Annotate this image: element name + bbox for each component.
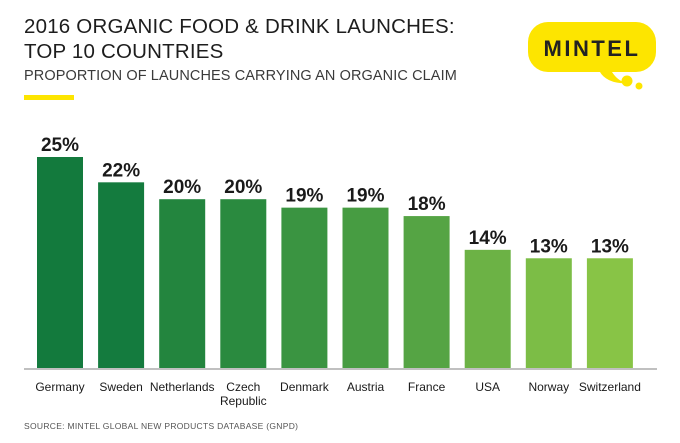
category-label-line: Netherlands <box>150 380 215 394</box>
bar-7 <box>464 249 511 368</box>
category-label-6: France <box>408 380 446 394</box>
category-label-5: Austria <box>347 380 385 394</box>
chart-title-line-2: TOP 10 COUNTRIES <box>24 40 224 63</box>
logo-speech-bubble <box>528 22 656 84</box>
category-label-line: Germany <box>35 380 84 394</box>
category-label-line: Denmark <box>280 380 330 394</box>
bar-6 <box>403 216 450 368</box>
category-label-8: Norway <box>528 380 569 394</box>
value-label-6: 18% <box>408 194 446 215</box>
value-label-5: 19% <box>346 186 384 207</box>
bar-2 <box>159 199 206 368</box>
category-label-3: Czech Republic <box>220 380 267 408</box>
category-label-line: Norway <box>528 380 569 394</box>
logo-bubble-dot-large <box>621 75 633 87</box>
bar-9 <box>586 258 633 368</box>
category-label-4: Denmark <box>280 380 330 394</box>
category-label-1: Sweden <box>99 380 142 394</box>
value-label-2: 20% <box>163 177 201 198</box>
value-label-8: 13% <box>530 236 568 257</box>
category-label-line: Austria <box>347 380 385 394</box>
bar-8 <box>525 258 572 368</box>
logo-wordmark: MINTEL <box>544 36 641 61</box>
category-label-7: USA <box>475 380 500 394</box>
bar-0 <box>37 157 83 368</box>
mintel-logo: MINTEL <box>528 22 656 90</box>
bar-4 <box>281 207 328 368</box>
accent-rule <box>24 95 74 100</box>
category-label-line: Czech <box>226 380 260 394</box>
value-label-4: 19% <box>285 186 323 207</box>
chart-title: 2016 ORGANIC FOOD & DRINK LAUNCHES: TOP … <box>24 14 455 64</box>
category-label-2: Netherlands <box>150 380 215 394</box>
value-label-3: 20% <box>224 177 262 198</box>
category-label-9: Switzerland <box>579 380 641 394</box>
source-note: SOURCE: MINTEL GLOBAL NEW PRODUCTS DATAB… <box>24 421 299 431</box>
value-label-1: 22% <box>102 160 140 181</box>
bar-1 <box>98 182 145 368</box>
chart-subtitle: PROPORTION OF LAUNCHES CARRYING AN ORGAN… <box>24 68 457 84</box>
logo-bubble-dot-small <box>635 82 643 90</box>
bar-3 <box>220 199 267 368</box>
category-label-line: Sweden <box>99 380 142 394</box>
chart-title-line-1: 2016 ORGANIC FOOD & DRINK LAUNCHES: <box>24 15 455 38</box>
category-label-line: USA <box>475 380 500 394</box>
category-label-line: France <box>408 380 446 394</box>
category-label-line: Republic <box>220 394 267 408</box>
category-label-line: Switzerland <box>579 380 641 394</box>
category-label-0: Germany <box>35 380 84 394</box>
bar-5 <box>342 207 389 368</box>
value-label-0: 25% <box>41 135 79 156</box>
value-label-9: 13% <box>591 236 629 257</box>
value-label-7: 14% <box>469 228 507 249</box>
